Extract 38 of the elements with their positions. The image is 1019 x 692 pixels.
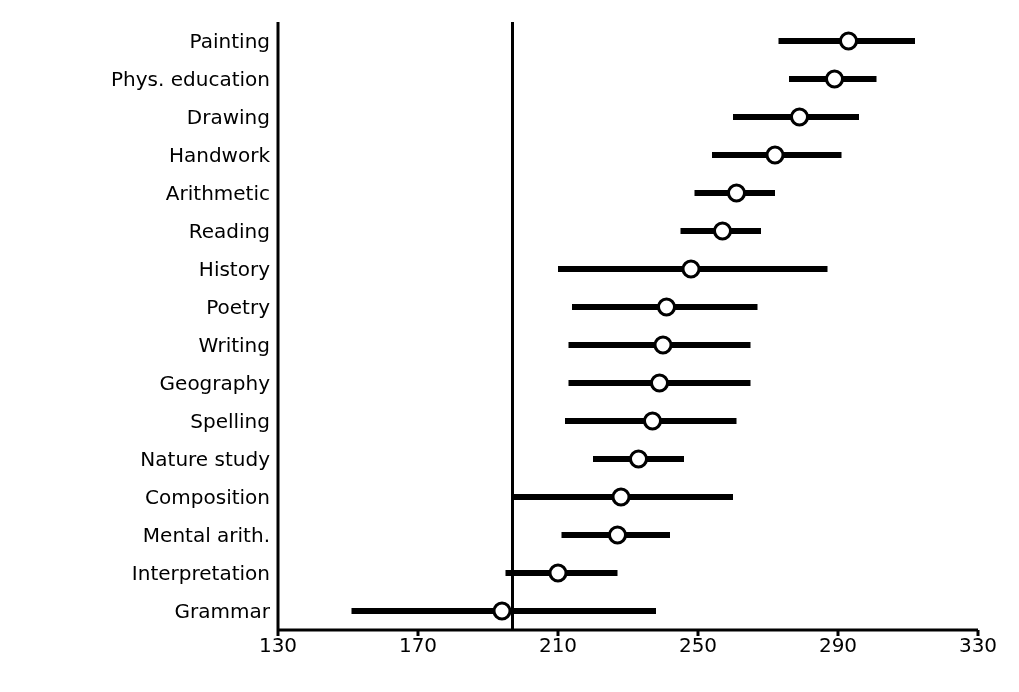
- y-tick-label: Handwork: [168, 143, 271, 168]
- point: [643, 411, 662, 431]
- point: [839, 31, 858, 51]
- y-tick-label: Drawing: [186, 105, 270, 130]
- point: [492, 601, 512, 621]
- y-tick-label: Phys. education: [111, 67, 270, 92]
- point: [608, 525, 627, 545]
- y-tick-label: Reading: [188, 219, 270, 244]
- point: [713, 221, 732, 241]
- y-tick-label: Interpretation: [131, 561, 270, 586]
- point: [765, 145, 785, 165]
- point: [629, 449, 648, 469]
- point: [681, 259, 701, 279]
- point: [653, 335, 673, 355]
- point: [548, 563, 568, 583]
- x-tick-label: 170: [398, 633, 438, 658]
- y-tick-label: Composition: [145, 485, 270, 510]
- y-tick-label: Nature study: [140, 447, 271, 472]
- point: [650, 373, 669, 393]
- y-tick-label: Painting: [189, 29, 270, 54]
- x-tick-label: 330: [958, 633, 998, 658]
- point: [657, 297, 676, 317]
- point: [825, 69, 844, 89]
- x-tick-label: 290: [818, 633, 858, 658]
- x-tick-label: 130: [258, 633, 298, 658]
- y-tick-label: Grammar: [174, 599, 271, 624]
- point: [790, 107, 809, 127]
- point: [611, 487, 631, 507]
- point: [727, 183, 746, 203]
- y-tick-label: Writing: [198, 333, 270, 358]
- y-tick-label: Arithmetic: [165, 181, 270, 206]
- y-tick-label: Poetry: [206, 295, 271, 320]
- y-tick-label: Geography: [159, 371, 271, 396]
- x-tick-label: 250: [678, 633, 718, 658]
- x-tick-label: 210: [538, 633, 578, 658]
- y-tick-label: History: [198, 257, 271, 282]
- y-tick-label: Mental arith.: [142, 523, 270, 548]
- y-tick-label: Spelling: [190, 409, 270, 434]
